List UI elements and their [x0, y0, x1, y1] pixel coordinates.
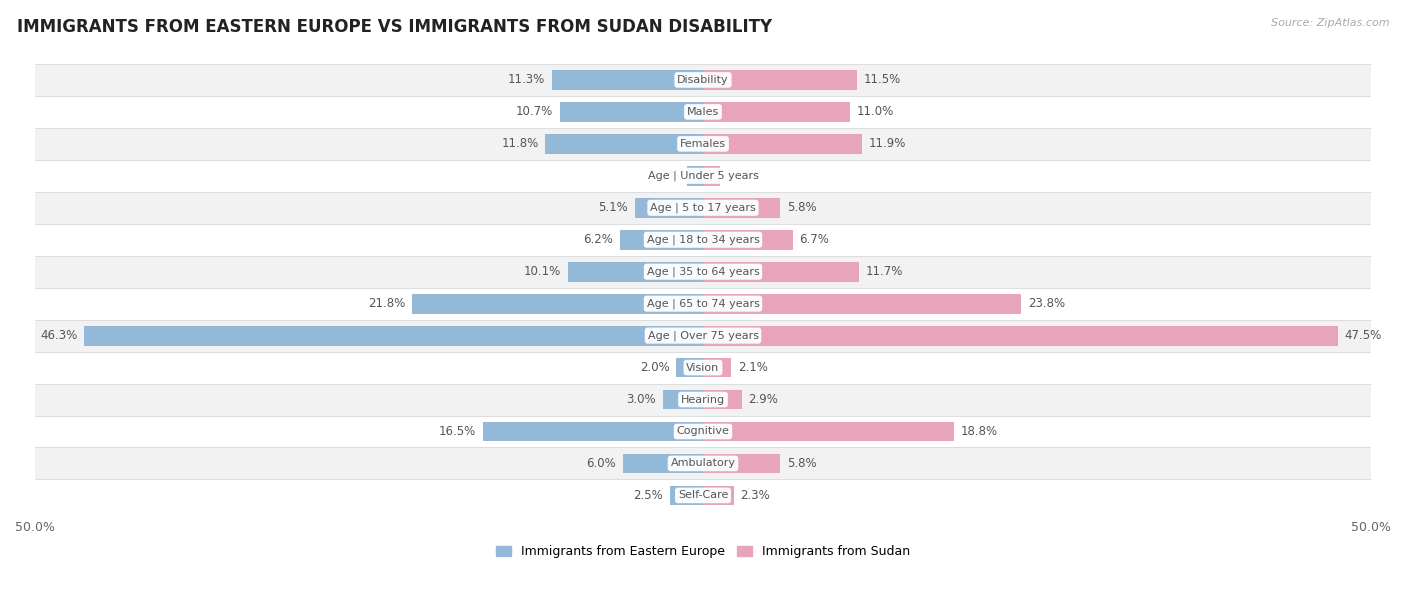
- Bar: [35, 224, 1371, 256]
- Bar: [662, 390, 703, 409]
- Bar: [35, 384, 1371, 416]
- Text: 10.7%: 10.7%: [516, 105, 554, 118]
- Text: Source: ZipAtlas.com: Source: ZipAtlas.com: [1271, 18, 1389, 28]
- Bar: [35, 447, 1371, 479]
- Text: Age | 65 to 74 years: Age | 65 to 74 years: [647, 299, 759, 309]
- Bar: [553, 70, 703, 90]
- Text: Ambulatory: Ambulatory: [671, 458, 735, 468]
- Text: 3.0%: 3.0%: [627, 393, 657, 406]
- Bar: [35, 416, 1371, 447]
- Bar: [35, 128, 1371, 160]
- Text: Disability: Disability: [678, 75, 728, 85]
- Bar: [703, 453, 780, 473]
- Text: 2.9%: 2.9%: [748, 393, 779, 406]
- Text: 11.5%: 11.5%: [863, 73, 901, 86]
- Legend: Immigrants from Eastern Europe, Immigrants from Sudan: Immigrants from Eastern Europe, Immigran…: [491, 540, 915, 563]
- Text: Self-Care: Self-Care: [678, 490, 728, 501]
- Text: 2.5%: 2.5%: [633, 489, 662, 502]
- Bar: [703, 357, 731, 378]
- Text: 5.8%: 5.8%: [787, 201, 817, 214]
- Text: 10.1%: 10.1%: [524, 265, 561, 278]
- Text: 2.1%: 2.1%: [738, 361, 768, 374]
- Text: Hearing: Hearing: [681, 395, 725, 405]
- Text: 6.2%: 6.2%: [583, 233, 613, 246]
- Bar: [623, 453, 703, 473]
- Bar: [84, 326, 703, 346]
- Text: 5.1%: 5.1%: [599, 201, 628, 214]
- Bar: [636, 198, 703, 218]
- Text: Females: Females: [681, 139, 725, 149]
- Bar: [676, 357, 703, 378]
- Text: 16.5%: 16.5%: [439, 425, 475, 438]
- Text: 2.3%: 2.3%: [741, 489, 770, 502]
- Bar: [35, 160, 1371, 192]
- Text: 6.7%: 6.7%: [799, 233, 830, 246]
- Bar: [703, 485, 734, 506]
- Bar: [703, 294, 1021, 313]
- Bar: [35, 96, 1371, 128]
- Text: 11.7%: 11.7%: [866, 265, 904, 278]
- Bar: [703, 166, 720, 185]
- Bar: [703, 230, 793, 250]
- Bar: [35, 351, 1371, 384]
- Text: 1.3%: 1.3%: [727, 170, 756, 182]
- Text: Vision: Vision: [686, 362, 720, 373]
- Bar: [568, 262, 703, 282]
- Text: 6.0%: 6.0%: [586, 457, 616, 470]
- Bar: [412, 294, 703, 313]
- Bar: [35, 192, 1371, 224]
- Text: Age | 35 to 64 years: Age | 35 to 64 years: [647, 266, 759, 277]
- Text: 11.8%: 11.8%: [502, 137, 538, 151]
- Text: 2.0%: 2.0%: [640, 361, 669, 374]
- Text: Age | Under 5 years: Age | Under 5 years: [648, 171, 758, 181]
- Text: Age | 18 to 34 years: Age | 18 to 34 years: [647, 234, 759, 245]
- Bar: [703, 198, 780, 218]
- Bar: [703, 422, 955, 441]
- Bar: [35, 256, 1371, 288]
- Text: Cognitive: Cognitive: [676, 427, 730, 436]
- Bar: [620, 230, 703, 250]
- Bar: [703, 326, 1337, 346]
- Bar: [35, 319, 1371, 351]
- Text: 18.8%: 18.8%: [960, 425, 998, 438]
- Text: 47.5%: 47.5%: [1344, 329, 1382, 342]
- Bar: [560, 102, 703, 122]
- Bar: [703, 70, 856, 90]
- Bar: [669, 485, 703, 506]
- Bar: [546, 134, 703, 154]
- Bar: [688, 166, 703, 185]
- Bar: [35, 479, 1371, 512]
- Bar: [703, 262, 859, 282]
- Text: 1.2%: 1.2%: [651, 170, 681, 182]
- Text: 21.8%: 21.8%: [368, 297, 405, 310]
- Text: IMMIGRANTS FROM EASTERN EUROPE VS IMMIGRANTS FROM SUDAN DISABILITY: IMMIGRANTS FROM EASTERN EUROPE VS IMMIGR…: [17, 18, 772, 36]
- Bar: [703, 102, 851, 122]
- Bar: [35, 64, 1371, 96]
- Bar: [35, 288, 1371, 319]
- Text: Age | 5 to 17 years: Age | 5 to 17 years: [650, 203, 756, 213]
- Text: Age | Over 75 years: Age | Over 75 years: [648, 330, 758, 341]
- Bar: [703, 390, 742, 409]
- Text: 23.8%: 23.8%: [1028, 297, 1064, 310]
- Text: Males: Males: [688, 107, 718, 117]
- Bar: [482, 422, 703, 441]
- Text: 11.9%: 11.9%: [869, 137, 905, 151]
- Text: 5.8%: 5.8%: [787, 457, 817, 470]
- Text: 11.0%: 11.0%: [856, 105, 894, 118]
- Text: 11.3%: 11.3%: [508, 73, 546, 86]
- Bar: [703, 134, 862, 154]
- Text: 46.3%: 46.3%: [41, 329, 77, 342]
